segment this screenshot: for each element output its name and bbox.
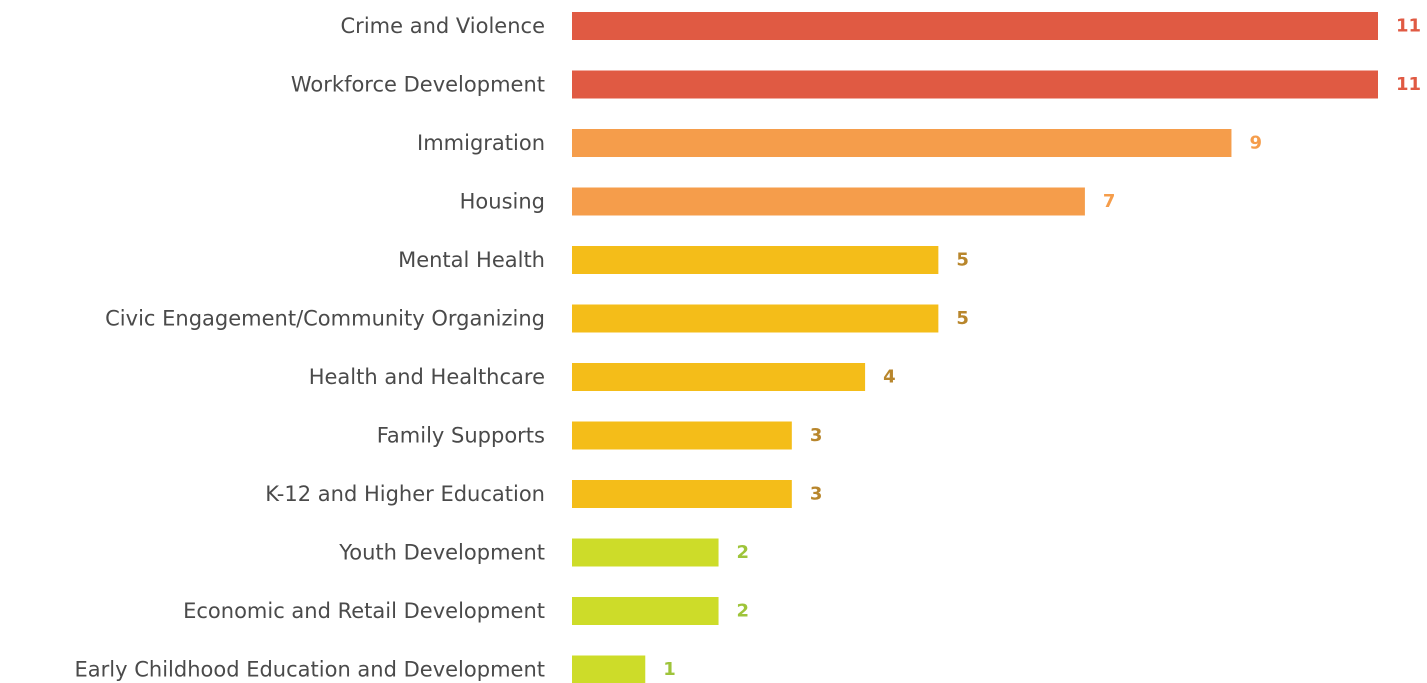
value-label-family-supports: 3: [810, 425, 823, 446]
category-label-crime-and-violence: Crime and Violence: [341, 14, 545, 38]
category-label-early-childhood-education-and-development: Early Childhood Education and Developmen…: [75, 658, 545, 682]
bar-mental-health: [572, 246, 939, 274]
value-label-immigration: 9: [1249, 133, 1262, 154]
category-label-housing: Housing: [460, 190, 545, 214]
category-label-immigration: Immigration: [417, 131, 545, 155]
bar-crime-and-violence: [572, 12, 1378, 40]
category-label-workforce-development: Workforce Development: [291, 73, 545, 97]
bar-early-childhood-education-and-development: [572, 655, 646, 683]
value-label-k-12-and-higher-education: 3: [810, 484, 823, 505]
value-label-mental-health: 5: [956, 250, 969, 271]
value-label-economic-and-retail-development: 2: [737, 601, 750, 622]
category-label-family-supports: Family Supports: [377, 424, 545, 448]
category-label-mental-health: Mental Health: [398, 248, 545, 272]
category-label-economic-and-retail-development: Economic and Retail Development: [183, 599, 545, 623]
bar-immigration: [572, 129, 1232, 157]
category-label-health-and-healthcare: Health and Healthcare: [309, 365, 545, 389]
value-label-workforce-development: 11: [1396, 74, 1421, 95]
bar-economic-and-retail-development: [572, 597, 719, 625]
bar-family-supports: [572, 421, 792, 450]
value-label-early-childhood-education-and-development: 1: [663, 659, 676, 680]
bar-civic-engagement-community-organizing: [572, 304, 939, 333]
bar-health-and-healthcare: [572, 363, 866, 391]
value-label-housing: 7: [1103, 191, 1116, 212]
value-label-civic-engagement-community-organizing: 5: [956, 308, 969, 329]
value-label-health-and-healthcare: 4: [883, 367, 896, 388]
value-label-youth-development: 2: [737, 542, 750, 563]
bar-housing: [572, 187, 1085, 216]
category-label-civic-engagement-community-organizing: Civic Engagement/Community Organizing: [105, 307, 545, 331]
bar-youth-development: [572, 538, 719, 567]
category-label-youth-development: Youth Development: [338, 541, 545, 565]
bar-workforce-development: [572, 70, 1378, 99]
category-label-k-12-and-higher-education: K-12 and Higher Education: [265, 482, 545, 506]
bar-k-12-and-higher-education: [572, 480, 792, 508]
value-label-crime-and-violence: 11: [1396, 16, 1421, 37]
